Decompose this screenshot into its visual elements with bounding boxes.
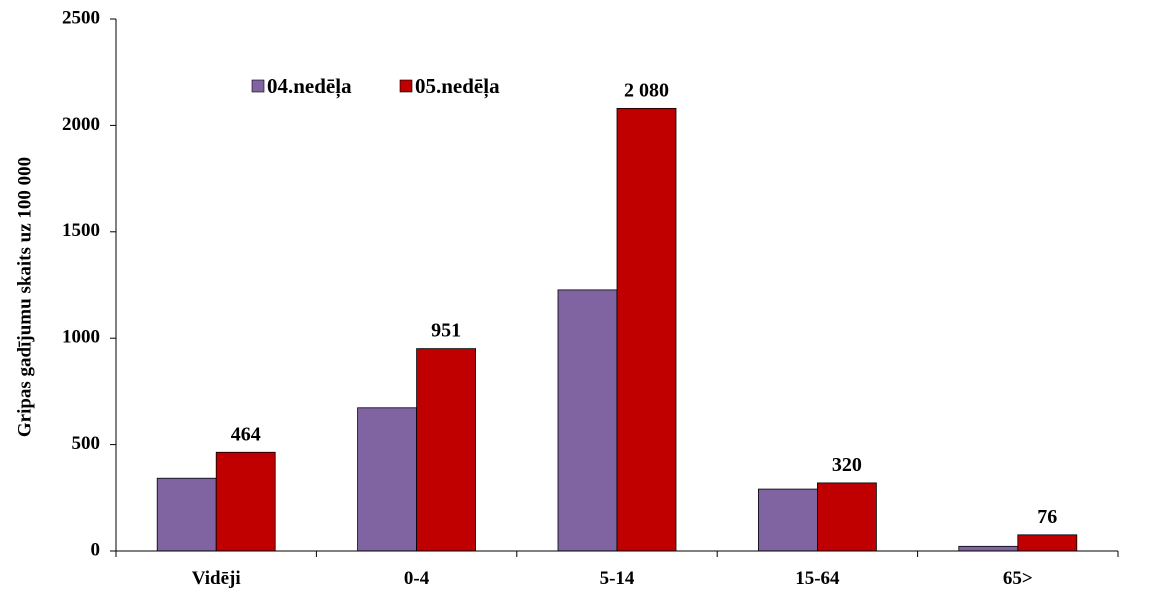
x-axis-ticks bbox=[115, 551, 1119, 557]
legend: 04.nedēļa 05.nedēļa bbox=[251, 74, 500, 99]
x-category-label: 65> bbox=[1003, 568, 1033, 589]
data-labels-group: 464 951 2 080 320 76 bbox=[231, 79, 1058, 527]
y-tick-label: 0 bbox=[91, 539, 101, 560]
bar-05-4 bbox=[1017, 534, 1078, 552]
y-axis-title: Gripas gadījumu skaits uz 100 000 bbox=[14, 157, 35, 437]
y-tick-label: 500 bbox=[72, 433, 101, 454]
bar-04-3 bbox=[758, 488, 818, 552]
bar-04-0 bbox=[156, 477, 217, 552]
bar-04-4 bbox=[958, 545, 1019, 552]
data-label: 76 bbox=[1037, 506, 1057, 528]
data-label: 951 bbox=[431, 320, 461, 342]
legend-label-05: 05.nedēļa bbox=[415, 74, 500, 99]
y-tick-label: 1000 bbox=[62, 327, 100, 348]
legend-swatch-04 bbox=[251, 79, 265, 93]
bar-05-0 bbox=[215, 451, 276, 552]
y-tick-label: 2000 bbox=[62, 114, 100, 135]
data-label: 2 080 bbox=[624, 79, 669, 101]
y-tick-label: 2500 bbox=[62, 7, 100, 28]
legend-swatch-05 bbox=[399, 79, 413, 93]
bars-group bbox=[156, 107, 1078, 552]
bar-05-3 bbox=[817, 482, 877, 552]
x-category-label: 15-64 bbox=[795, 568, 840, 589]
x-category-label: Vidēji bbox=[192, 568, 241, 589]
bar-04-2 bbox=[557, 289, 618, 552]
x-category-label: 5-14 bbox=[600, 568, 635, 589]
y-tick-label: 1500 bbox=[62, 220, 100, 241]
y-axis-ticks: 0 500 1000 1500 2000 2500 bbox=[62, 7, 116, 560]
data-label: 464 bbox=[231, 423, 261, 445]
x-axis-categories: Vidēji 0-4 5-14 15-64 65> bbox=[192, 568, 1033, 589]
data-label: 320 bbox=[832, 454, 862, 476]
x-category-label: 0-4 bbox=[404, 568, 430, 589]
bar-05-2 bbox=[616, 107, 677, 552]
bar-05-1 bbox=[416, 348, 477, 552]
legend-label-04: 04.nedēļa bbox=[267, 74, 352, 99]
bar-04-1 bbox=[357, 407, 418, 552]
